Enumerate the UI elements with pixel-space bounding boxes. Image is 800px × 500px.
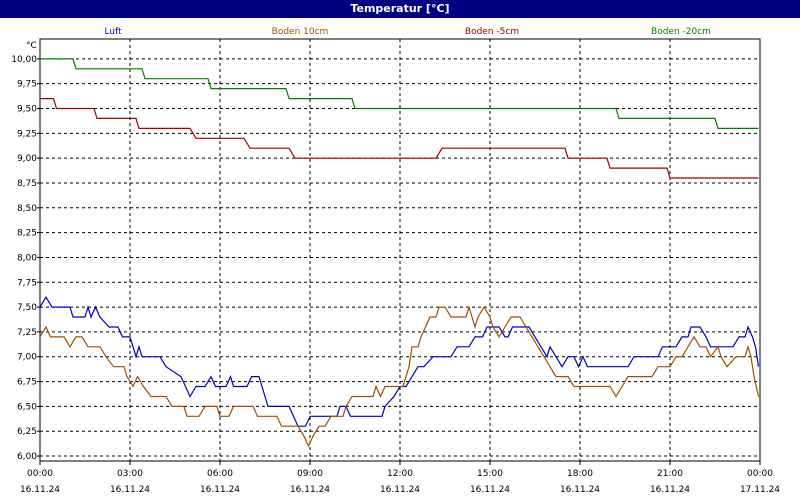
x-tick-label-date: 16.11.24: [110, 485, 150, 495]
legend-item-boden-10cm: Boden 10cm: [272, 27, 329, 37]
y-tick-label: 9,50: [17, 105, 37, 115]
series-line-boden-5cm: [40, 97, 759, 179]
x-tick-label-date: 16.11.24: [560, 485, 600, 495]
y-tick-label: 6,25: [17, 427, 37, 437]
x-tick-label-date: 16.11.24: [470, 485, 510, 495]
y-axis: 10,00 9,75 9,50 9,25 9,00 8,75 8,50 8,25 8,00 7,7…: [11, 41, 40, 462]
y-tick-label: 6,75: [17, 378, 37, 388]
y-tick-label: 8,00: [17, 253, 37, 263]
x-tick-label-date: 16.11.24: [380, 485, 420, 495]
y-tick-label: 6,50: [17, 402, 37, 412]
x-tick-label-date: 16.11.24: [200, 485, 240, 495]
series-line-luft: [39, 296, 760, 427]
y-tick-label: 9,75: [17, 80, 37, 90]
x-tick-label-time: 18:00: [567, 469, 593, 479]
y-tick-label: 7,75: [17, 278, 37, 288]
y-tick-label: 7,25: [17, 328, 37, 338]
y-tick-label: 8,75: [17, 179, 37, 189]
x-tick-label-date: 16.11.24: [20, 485, 60, 495]
x-tick-label-time: 12:00: [387, 469, 413, 479]
y-tick-label: 9,00: [17, 154, 37, 164]
y-tick-label: 10,00: [11, 55, 37, 65]
legend: Luft Boden 10cm Boden -5cm Boden -20cm: [104, 27, 711, 37]
x-tick-label-time: 15:00: [477, 469, 503, 479]
y-tick-label: 8,50: [17, 204, 37, 214]
y-axis-unit-label: °C: [26, 41, 37, 51]
y-tick-label: 9,25: [17, 129, 37, 139]
x-tick-label-date: 17.11.24: [740, 485, 780, 495]
x-axis: 00:00 16.11.24 03:00 16.11.24 06:00 16.11.24 0…: [20, 461, 780, 495]
x-tick-label-time: 09:00: [297, 469, 323, 479]
x-tick-label-time: 21:00: [657, 469, 683, 479]
y-tick-label: 7,50: [17, 303, 37, 313]
x-tick-label-date: 16.11.24: [290, 485, 330, 495]
series-line-boden-10cm: [39, 305, 760, 448]
x-tick-label-time: 00:00: [27, 469, 53, 479]
x-tick-label-date: 16.11.24: [650, 485, 690, 495]
legend-item-boden-20cm: Boden -20cm: [651, 27, 711, 37]
chart-title: Temperatur [°C]: [0, 0, 800, 18]
y-tick-label: 6,00: [17, 452, 37, 462]
series-line-boden-20cm: [40, 58, 759, 129]
legend-item-luft: Luft: [104, 27, 122, 37]
grid: [40, 39, 760, 461]
y-tick-label: 7,00: [17, 353, 37, 363]
x-tick-label-time: 06:00: [207, 469, 233, 479]
legend-item-boden-5cm: Boden -5cm: [465, 27, 519, 37]
series-lines: [39, 58, 760, 448]
x-tick-label-time: 03:00: [117, 469, 143, 479]
x-tick-label-time: 00:00: [747, 469, 773, 479]
y-tick-label: 8,25: [17, 229, 37, 239]
